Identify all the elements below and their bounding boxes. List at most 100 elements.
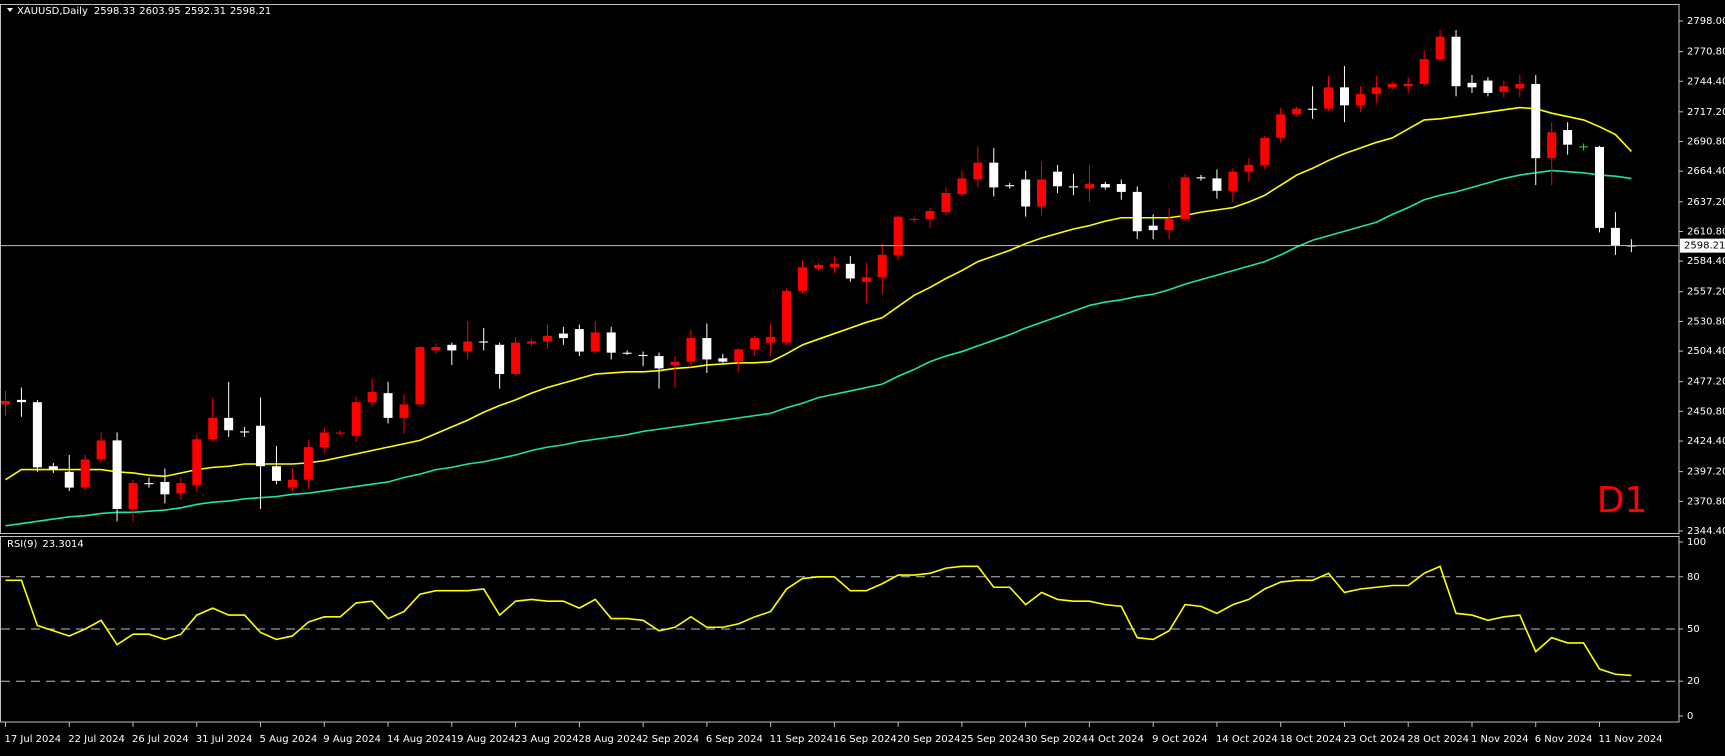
- candle-body: [941, 193, 951, 213]
- candle-body: [64, 471, 74, 488]
- y-tick-label: 0: [1687, 711, 1693, 722]
- candle-body: [1196, 177, 1206, 179]
- candle-body: [734, 349, 744, 362]
- candle-body: [1021, 179, 1031, 207]
- x-tick-label: 11 Nov 2024: [1599, 734, 1663, 745]
- candle-body: [798, 267, 807, 291]
- x-tick-label: 4 Oct 2024: [1088, 734, 1143, 745]
- candle-body: [1116, 184, 1126, 192]
- candle-body: [479, 341, 489, 343]
- candle-body: [590, 332, 600, 352]
- y-tick-label: 2397.20: [1687, 467, 1725, 478]
- candle-body: [1084, 184, 1094, 189]
- candle-body: [1371, 87, 1381, 95]
- candle-body: [957, 178, 967, 195]
- candle-body: [782, 290, 792, 343]
- x-tick-label: 25 Sep 2024: [961, 734, 1024, 745]
- candle-body: [654, 356, 664, 369]
- x-tick-label: 9 Oct 2024: [1152, 734, 1207, 745]
- candle-body: [1483, 80, 1493, 93]
- y-tick-label: 2744.40: [1687, 76, 1725, 87]
- candle-body: [909, 218, 919, 221]
- candle-body: [670, 361, 680, 366]
- y-tick-label: 2370.80: [1687, 496, 1725, 507]
- menu-arrow[interactable]: [7, 8, 13, 12]
- candle-body: [702, 338, 712, 360]
- candle-body: [128, 483, 138, 509]
- candle-body: [1, 401, 10, 405]
- candle-body: [176, 483, 186, 494]
- y-tick-label: 2637.20: [1687, 197, 1725, 208]
- candle-body: [574, 329, 584, 352]
- y-tick-label: 2344.40: [1687, 526, 1725, 537]
- y-tick-label: 2584.40: [1687, 256, 1725, 267]
- candle-body: [1515, 83, 1525, 89]
- price-tag-label: 2598.21: [1684, 241, 1725, 252]
- candle-body: [160, 481, 170, 495]
- y-tick-label: 2610.80: [1687, 226, 1725, 237]
- y-tick-label: 50: [1687, 624, 1700, 635]
- x-tick-label: 16 Sep 2024: [833, 734, 896, 745]
- candle-body: [256, 425, 266, 467]
- candle-body: [1180, 177, 1190, 219]
- x-tick-label: 14 Aug 2024: [387, 734, 451, 745]
- rsi-current: 23.3014: [42, 539, 83, 550]
- x-tick-label: 26 Jul 2024: [132, 734, 189, 745]
- candle-body: [511, 342, 521, 375]
- candle-body: [925, 211, 935, 219]
- header-close: 2598.21: [230, 6, 271, 17]
- candle-body: [399, 404, 409, 418]
- x-tick-label: 19 Aug 2024: [451, 734, 515, 745]
- candle-body: [1563, 130, 1573, 145]
- x-tick-label: 5 Aug 2024: [260, 734, 318, 745]
- candle-body: [1132, 191, 1142, 232]
- candle-body: [1292, 108, 1302, 115]
- candle-body: [622, 352, 632, 354]
- y-tick-label: 2504.40: [1687, 346, 1725, 357]
- x-tick-label: 30 Sep 2024: [1025, 734, 1088, 745]
- candle-body: [80, 459, 90, 488]
- candle-body: [1387, 83, 1397, 88]
- x-tick-label: 14 Oct 2024: [1216, 734, 1278, 745]
- header-low: 2592.31: [185, 6, 226, 17]
- candle-body: [813, 264, 823, 269]
- rsi-header: RSI(9) 23.3014: [7, 539, 84, 550]
- candle-body: [1148, 225, 1158, 231]
- y-tick-label: 2477.20: [1687, 377, 1725, 388]
- candle-body: [1324, 87, 1334, 109]
- x-tick-label: 6 Sep 2024: [706, 734, 763, 745]
- candle-body: [192, 439, 202, 486]
- candle-body: [1547, 132, 1557, 159]
- y-tick-label: 100: [1687, 537, 1706, 548]
- chart-header: XAUUSD,Daily 2598.33 2603.95 2592.31 2598.21: [17, 6, 271, 17]
- header-open: 2598.33: [94, 6, 135, 17]
- x-tick-label: 23 Oct 2024: [1343, 734, 1405, 745]
- candle-body: [463, 341, 473, 352]
- header-high: 2603.95: [139, 6, 180, 17]
- x-tick-label: 20 Sep 2024: [897, 734, 960, 745]
- candle-body: [16, 399, 26, 403]
- x-tick-label: 17 Jul 2024: [5, 734, 62, 745]
- candle-body: [1053, 171, 1063, 187]
- candle-body: [351, 402, 361, 436]
- candle-body: [861, 277, 871, 282]
- candle-body: [1228, 171, 1238, 191]
- candle-body: [973, 162, 983, 180]
- candle-body: [1276, 114, 1286, 138]
- candle-body: [542, 335, 552, 342]
- y-tick-label: 2798.00: [1687, 16, 1725, 27]
- candle-body: [1005, 185, 1015, 187]
- rsi-title: RSI(9): [7, 539, 38, 550]
- candle-body: [1068, 186, 1078, 188]
- candle-body: [829, 263, 839, 268]
- x-tick-label: 22 Jul 2024: [68, 734, 125, 745]
- y-tick-label: 2450.80: [1687, 406, 1725, 417]
- indicator-line: [5, 565, 1632, 677]
- candle-body: [335, 432, 345, 434]
- candle-body: [1212, 178, 1222, 191]
- candle-body: [240, 431, 250, 433]
- candle-body: [1260, 137, 1270, 165]
- main-panel-frame: [0, 4, 1680, 534]
